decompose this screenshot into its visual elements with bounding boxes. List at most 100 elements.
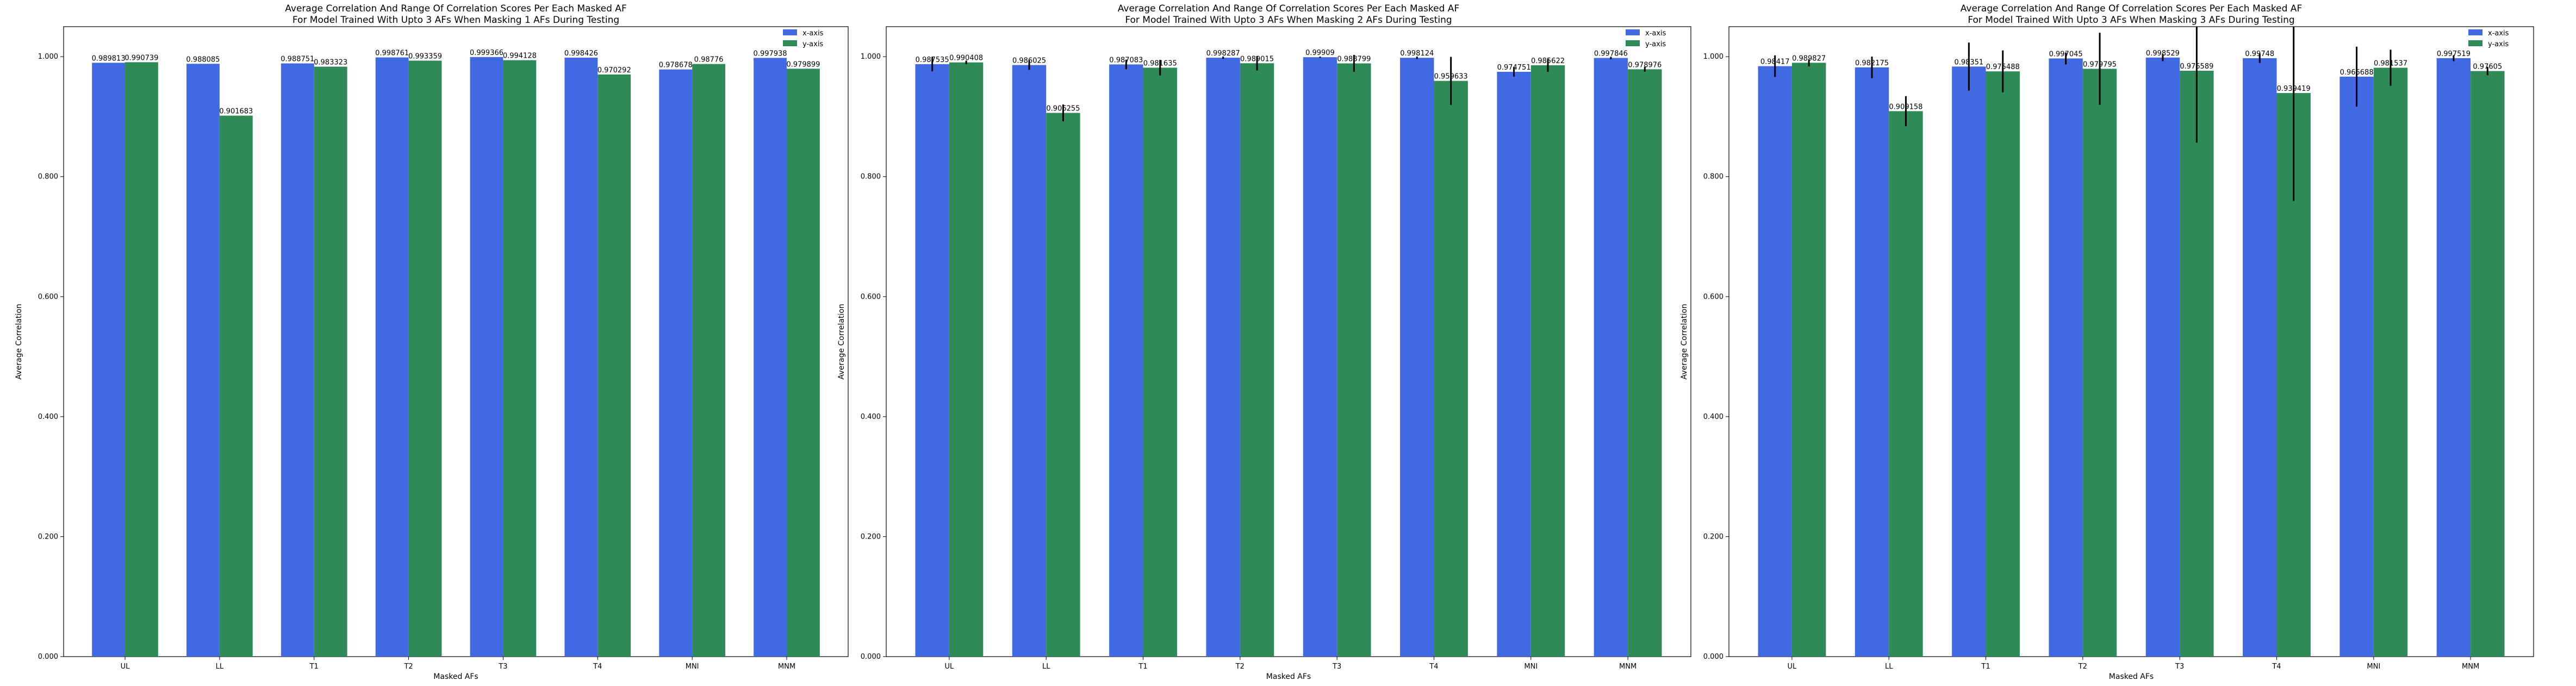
data-label: 0.998124 [1400,50,1434,58]
bar-y-axis-MNI [2373,67,2408,657]
y-tick-label: 0.600 [861,293,881,301]
data-label: 0.993359 [408,52,442,60]
x-tick-label: T3 [498,663,507,671]
data-label: 0.99909 [1305,49,1335,57]
data-label: 0.982175 [1855,59,1889,67]
x-tick-label: MNM [1619,663,1637,671]
data-label: 0.909158 [1889,103,1922,111]
data-label: 0.989015 [1240,55,1274,63]
y-tick-label: 0.400 [861,413,881,421]
data-label: 0.997846 [1594,50,1628,58]
data-label: 0.98351 [1954,58,1983,66]
y-tick-label: 0.000 [1703,653,1723,661]
bar-x-axis-MNI [2339,76,2374,657]
x-tick-label: MNI [686,663,699,671]
bar-x-axis-T3 [2145,57,2180,657]
data-label: 0.939419 [2277,85,2311,93]
bar-x-axis-MNM [1594,58,1628,657]
bar-x-axis-UL [915,64,949,657]
bar-x-axis-T3 [470,57,503,657]
x-tick-label: T4 [593,663,602,671]
data-label: 0.959633 [1434,73,1468,81]
bar-y-axis-LL [219,115,253,657]
bar-y-axis-MNM [1628,69,1662,657]
x-tick-label: MNI [2367,663,2380,671]
x-tick-label: T2 [1235,663,1245,671]
x-tick-label: T4 [2272,663,2281,671]
bar-y-axis-T2 [2082,69,2117,657]
data-label: 0.987083 [1109,56,1143,64]
x-tick-label: T3 [2175,663,2184,671]
bar-x-axis-T3 [1303,57,1337,657]
data-label: 0.998287 [1206,50,1240,58]
data-label: 0.994128 [503,52,537,60]
bar-x-axis-T1 [1109,64,1143,657]
chart-panel-2: Average Correlation And Range Of Correla… [837,3,1691,681]
data-label: 0.981537 [2374,60,2407,68]
bar-y-axis-MNI [1530,65,1565,657]
x-tick-label: T1 [309,663,319,671]
data-label: 0.974751 [1497,64,1531,72]
bar-y-axis-T1 [314,66,347,657]
data-label: 0.998426 [564,50,598,58]
bar-x-axis-MNM [754,58,787,657]
data-label: 0.966688 [2340,69,2374,77]
legend-label: y-axis [802,40,823,48]
data-label: 0.997045 [2049,50,2083,58]
data-label: 0.98776 [694,56,724,64]
y-tick-label: 0.400 [1703,413,1723,421]
bar-x-axis-MNM [2436,58,2471,657]
data-label: 0.999366 [470,49,503,57]
data-label: 0.990739 [125,54,158,62]
legend-label: y-axis [2488,40,2509,48]
data-label: 0.979899 [786,60,820,69]
y-tick-label: 0.000 [861,653,881,661]
bar-x-axis-MNI [659,69,693,657]
bar-y-axis-T2 [408,60,442,657]
y-tick-label: 0.200 [861,533,881,541]
y-axis-label: Average Correlation [1680,304,1689,379]
data-label: 0.988085 [186,55,220,64]
legend-label: x-axis [1645,29,1666,38]
data-label: 0.979795 [2083,60,2117,69]
x-tick-label: UL [945,663,955,671]
x-axis-label: Masked AFs [1266,672,1311,681]
data-label: 0.978976 [1628,61,1662,69]
legend-swatch-x-axis [1626,29,1640,35]
bar-x-axis-T4 [2243,58,2277,657]
bar-x-axis-UL [1758,66,1792,657]
chart-subtitle: For Model Trained With Upto 3 AFs When M… [293,15,619,26]
bar-y-axis-T4 [1434,81,1468,657]
data-label: 0.989827 [1792,54,1826,63]
bar-x-axis-T2 [2049,58,2083,657]
bar-y-axis-T4 [598,74,631,657]
bar-x-axis-LL [1012,65,1047,657]
bar-x-axis-T1 [1952,66,1986,657]
bar-x-axis-LL [1855,67,1889,657]
x-tick-label: T2 [2078,663,2087,671]
chart-title: Average Correlation And Range Of Correla… [1118,3,1459,14]
data-label: 0.981635 [1143,59,1177,67]
plot-frame [886,26,1691,657]
legend-label: y-axis [1645,40,1666,48]
data-label: 0.990408 [949,54,983,63]
data-label: 0.97605 [2473,63,2502,71]
data-label: 0.985622 [1531,57,1565,65]
data-label: 0.989813 [92,54,126,63]
legend-swatch-y-axis [2468,40,2482,46]
data-label: 0.901683 [219,108,253,116]
data-label: 0.970292 [598,66,631,75]
data-label: 0.998761 [375,50,409,58]
bar-y-axis-T1 [1143,67,1177,657]
data-label: 0.906255 [1046,105,1080,113]
chart-panel-1: Average Correlation And Range Of Correla… [15,3,849,681]
y-axis-label: Average Correlation [837,304,846,379]
data-label: 0.988799 [1337,55,1371,63]
plot-frame [1728,26,2534,657]
y-tick-label: 0.600 [1703,293,1723,301]
legend-swatch-y-axis [783,40,797,46]
x-tick-label: T1 [1138,663,1147,671]
legend-swatch-x-axis [2468,29,2482,35]
bar-y-axis-LL [1889,111,1923,657]
x-tick-label: UL [1788,663,1797,671]
